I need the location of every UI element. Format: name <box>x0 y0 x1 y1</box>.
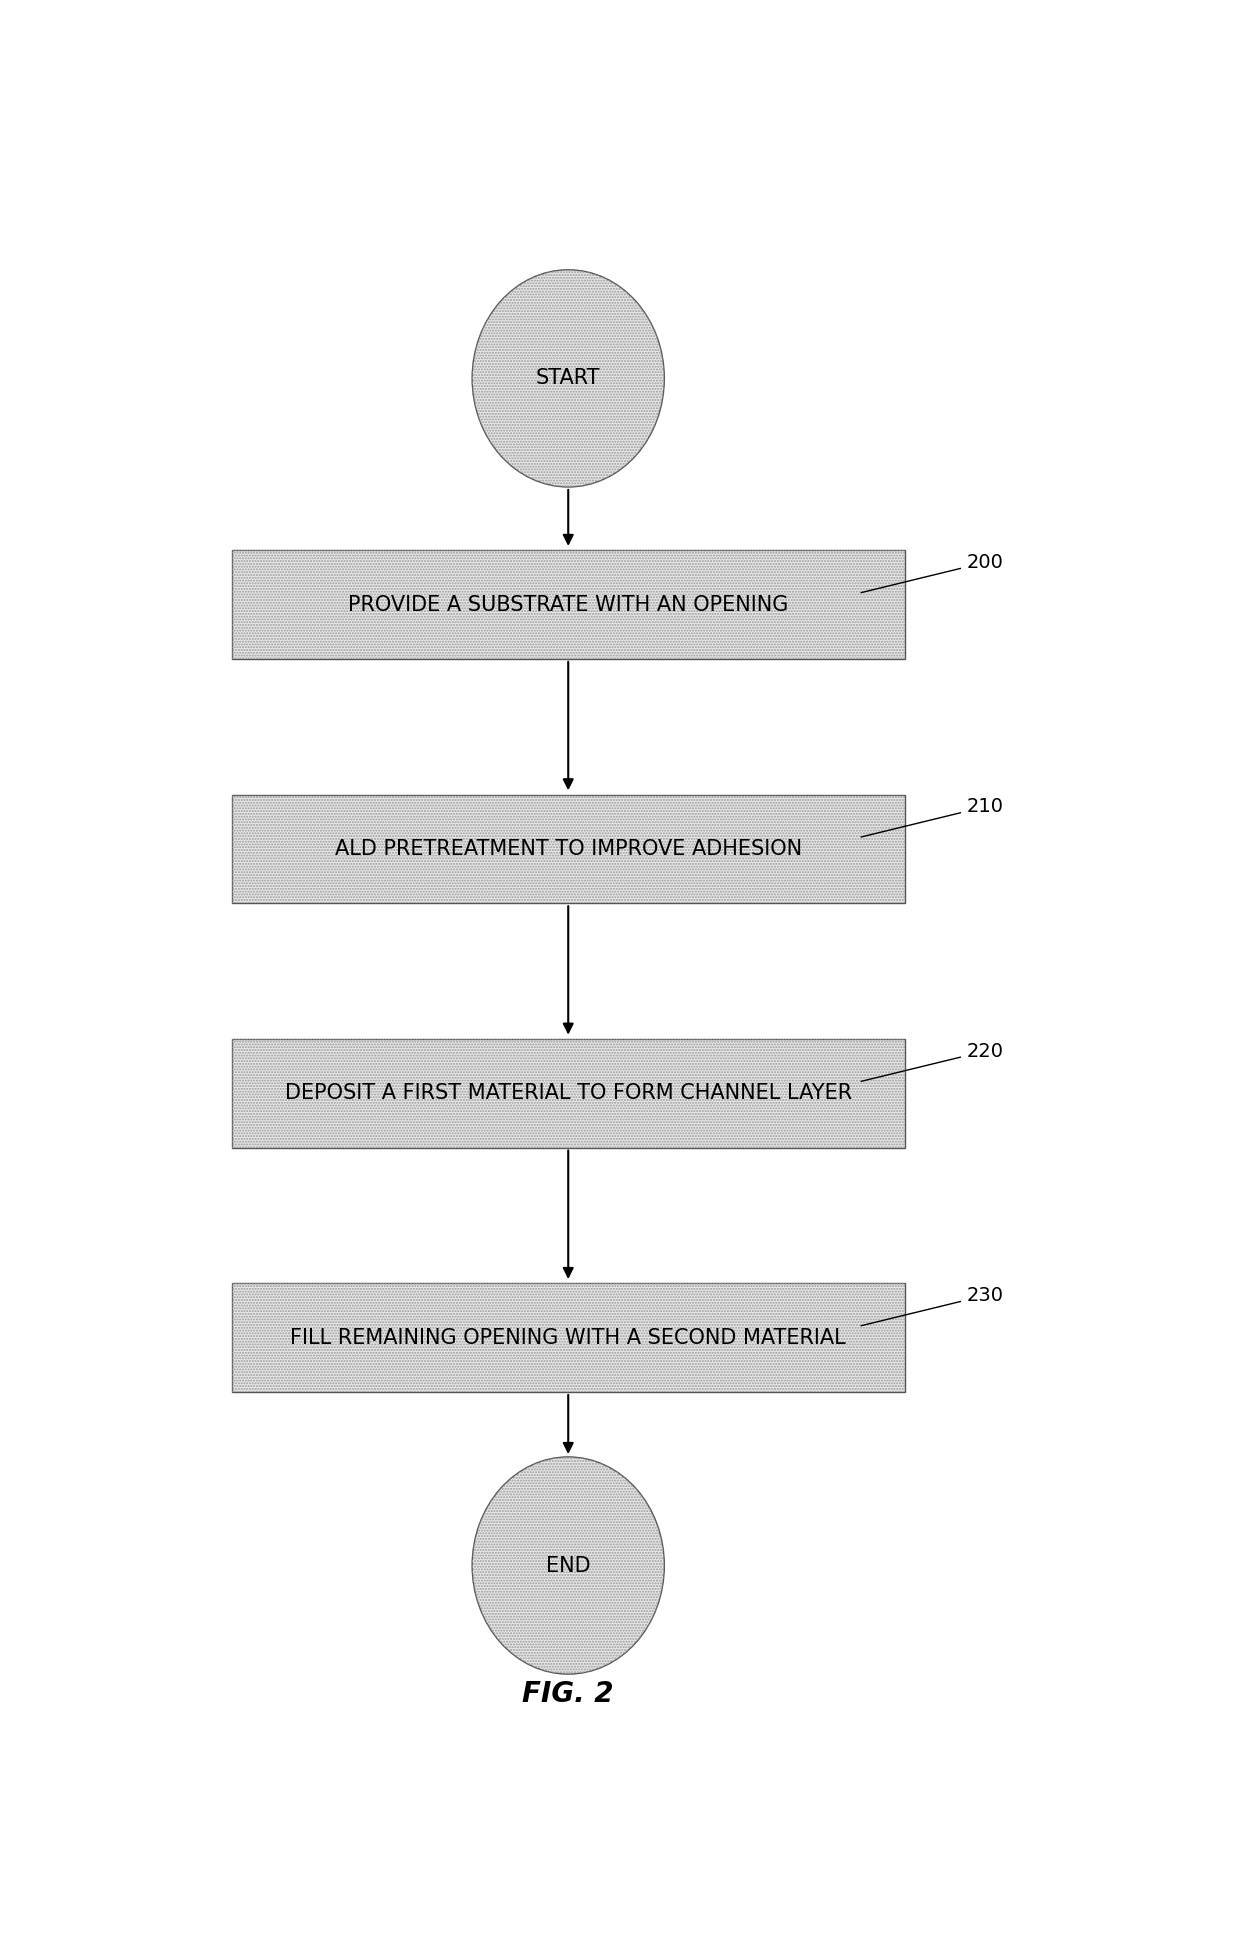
FancyBboxPatch shape <box>232 795 905 903</box>
Text: PROVIDE A SUBSTRATE WITH AN OPENING: PROVIDE A SUBSTRATE WITH AN OPENING <box>348 596 789 615</box>
Text: ALD PRETREATMENT TO IMPROVE ADHESION: ALD PRETREATMENT TO IMPROVE ADHESION <box>335 838 802 858</box>
Text: 220: 220 <box>967 1042 1004 1060</box>
Ellipse shape <box>472 270 665 488</box>
FancyBboxPatch shape <box>232 1038 905 1148</box>
Text: DEPOSIT A FIRST MATERIAL TO FORM CHANNEL LAYER: DEPOSIT A FIRST MATERIAL TO FORM CHANNEL… <box>285 1083 852 1103</box>
Text: START: START <box>536 368 600 388</box>
Text: END: END <box>546 1555 590 1575</box>
FancyBboxPatch shape <box>232 1283 905 1393</box>
Text: FIG. 2: FIG. 2 <box>522 1679 614 1708</box>
Text: 200: 200 <box>967 552 1004 572</box>
Text: 210: 210 <box>967 797 1004 817</box>
FancyBboxPatch shape <box>232 550 905 658</box>
Text: 230: 230 <box>967 1285 1004 1305</box>
Text: FILL REMAINING OPENING WITH A SECOND MATERIAL: FILL REMAINING OPENING WITH A SECOND MAT… <box>290 1328 846 1348</box>
Ellipse shape <box>472 1457 665 1675</box>
